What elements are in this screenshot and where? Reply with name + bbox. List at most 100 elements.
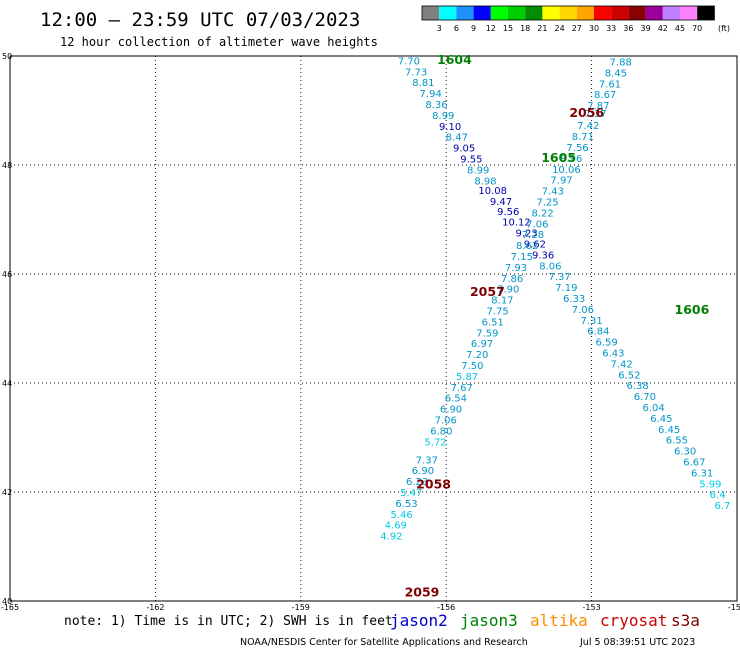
- wave-height-label: 7.56: [566, 143, 588, 154]
- x-tick-label: -159: [292, 603, 310, 612]
- colorbar-label: 9: [471, 24, 476, 33]
- wave-height-label: 6.43: [602, 348, 624, 359]
- wave-height-label: 9.47: [490, 197, 512, 208]
- wave-height-label: 8.45: [605, 68, 627, 79]
- wave-height-label: 8.36: [425, 100, 447, 111]
- wave-height-label: 7.42: [611, 359, 633, 370]
- wave-height-label: 7.20: [466, 350, 488, 361]
- wave-height-label: 6.59: [595, 338, 617, 349]
- colorbar-swatch: [473, 6, 491, 20]
- colorbar-swatch: [594, 6, 612, 20]
- colorbar-label: 21: [537, 24, 547, 33]
- wave-height-label: 6.90: [412, 466, 434, 477]
- wave-height-label: 4.69: [385, 521, 407, 532]
- wave-height-label: 6.30: [674, 447, 696, 458]
- wave-height-label: 9.36: [532, 250, 554, 261]
- wave-height-label: 5.47: [400, 488, 422, 499]
- colorbar-swatch: [422, 6, 440, 20]
- wave-height-label: 6.38: [627, 381, 649, 392]
- wave-height-label: 7.06: [526, 219, 548, 230]
- wave-height-label: 6.53: [395, 499, 417, 510]
- colorbar-label: 42: [658, 24, 668, 33]
- x-tick-label: -165: [1, 603, 19, 612]
- wave-height-label: 5.99: [699, 479, 721, 490]
- chart-subtitle: 12 hour collection of altimeter wave hei…: [60, 35, 378, 49]
- wave-height-label: 7.37: [584, 109, 606, 120]
- colorbar-swatch: [680, 6, 698, 20]
- wave-height-label: 6.90: [440, 405, 462, 416]
- colorbar-swatch: [490, 6, 508, 20]
- wave-height-label: 8.17: [491, 296, 513, 307]
- pass-number-label: 2057: [470, 284, 505, 299]
- chart-title: 12:00 – 23:59 UTC 07/03/2023: [40, 9, 360, 31]
- wave-height-label: 8.67: [594, 90, 616, 101]
- legend-altika: altika: [530, 611, 588, 630]
- wave-height-label: 7.61: [599, 79, 621, 90]
- wave-height-label: 6.54: [445, 394, 467, 405]
- pass-number-label: 1606: [675, 302, 710, 317]
- colorbar-label: 18: [520, 24, 530, 33]
- wave-height-label: 6.31: [691, 468, 713, 479]
- colorbar: 3 6 9 12 15 18 21 24 27 30 33 36 39 42 45 70: [421, 5, 715, 33]
- wave-height-label: 9.05: [453, 144, 475, 155]
- colorbar-swatch: [611, 6, 629, 20]
- x-tick-label: -153: [583, 603, 601, 612]
- wave-height-label: 8.99: [467, 165, 489, 176]
- wave-height-label: 7.28: [522, 230, 544, 241]
- wave-height-label: 7.97: [550, 176, 572, 187]
- y-tick-label: 40: [2, 597, 12, 606]
- wave-height-label: 8.47: [446, 133, 468, 144]
- colorbar-swatch: [542, 6, 560, 20]
- wave-height-label: 8.62: [516, 241, 538, 252]
- colorbar-label: 6: [454, 24, 459, 33]
- wave-height-label: 7.70: [398, 56, 420, 67]
- footer-timestamp: Jul 5 08:39:51 UTC 2023: [579, 637, 695, 648]
- wave-height-label: 7.19: [555, 283, 577, 294]
- wave-height-label: 5.46: [390, 510, 412, 521]
- wave-height-label: 7.59: [476, 328, 498, 339]
- plot-frame: [9, 55, 738, 602]
- colorbar-swatch: [559, 6, 577, 20]
- wave-height-label: 6.67: [683, 457, 705, 468]
- wave-height-label: 6.45: [658, 425, 680, 436]
- colorbar-label: 33: [606, 24, 616, 33]
- wave-height-label: 6.70: [634, 392, 656, 403]
- wave-height-label: 7.37: [548, 272, 570, 283]
- y-tick-label: 50: [2, 52, 12, 61]
- wave-height-label: 10.08: [478, 186, 507, 197]
- wave-height-label: 7.06: [435, 416, 457, 427]
- y-tick-label: 42: [2, 488, 12, 497]
- wave-height-label: 6.04: [643, 403, 665, 414]
- colorbar-label: 70: [692, 24, 702, 33]
- wave-height-label: 7.86: [501, 274, 523, 285]
- wave-height-label: 9.23: [516, 229, 538, 240]
- wave-height-label: 7.88: [610, 57, 632, 68]
- colorbar-label: 3: [437, 24, 442, 33]
- wave-height-label: 6.7: [715, 501, 731, 512]
- x-tick-label: -162: [146, 603, 164, 612]
- wave-height-label: 9.56: [497, 207, 519, 218]
- y-tick-label: 46: [2, 270, 12, 279]
- colorbar-swatch: [645, 6, 663, 20]
- wave-height-label: 6.52: [618, 370, 640, 381]
- wave-height-label: 8.81: [412, 78, 434, 89]
- wave-height-label: 8.06: [539, 261, 561, 272]
- pass-number-label: 2059: [405, 584, 440, 599]
- satellite-legend: jason2 jason3 altika cryosat s3a: [390, 611, 700, 630]
- wave-height-label: 6.55: [666, 436, 688, 447]
- wave-height-label: 8.22: [532, 208, 554, 219]
- wave-height-label: 9.55: [460, 154, 482, 165]
- wave-height-label: 6.33: [563, 294, 585, 305]
- pass-number-label: 2058: [416, 476, 451, 491]
- colorbar-unit: (ft): [718, 24, 730, 33]
- wave-height-label: 5.72: [424, 437, 446, 448]
- y-tick-label: 48: [2, 161, 12, 170]
- grid: [10, 56, 737, 601]
- colorbar-swatch: [628, 6, 646, 20]
- wave-height-label: 8.96: [560, 154, 582, 165]
- wave-height-label: 7.43: [542, 187, 564, 198]
- legend-note: note: 1) Time is in UTC; 2) SWH is in fe…: [64, 614, 393, 629]
- x-tick-label: -150: [728, 603, 740, 612]
- wave-height-label: 10.12: [502, 218, 531, 229]
